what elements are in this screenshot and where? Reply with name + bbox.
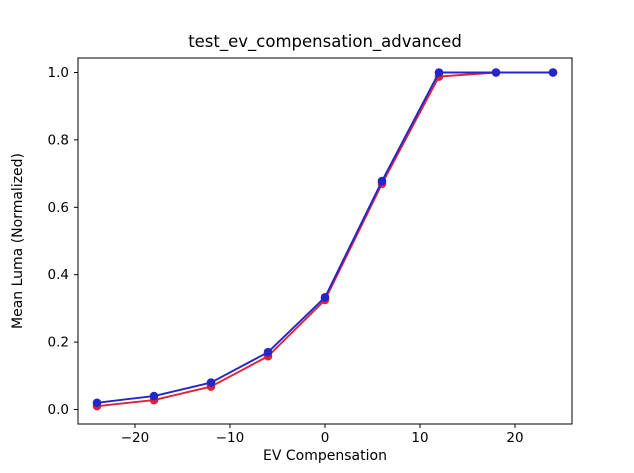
chart-title: test_ev_compensation_advanced bbox=[188, 32, 462, 52]
x-tick-label: −20 bbox=[121, 430, 150, 446]
series-line-measured-red bbox=[96, 71, 554, 408]
x-tick-label: −10 bbox=[216, 430, 245, 446]
y-axis-label: Mean Luma (Normalized) bbox=[10, 153, 26, 329]
y-tick-label: 1.0 bbox=[48, 65, 69, 81]
series-marker-expected-blue bbox=[92, 398, 102, 408]
series-marker-expected-blue bbox=[434, 68, 444, 77]
y-tick-label: 0.6 bbox=[48, 200, 69, 216]
series-marker-expected-blue bbox=[149, 391, 159, 401]
y-tick-label: 0.4 bbox=[48, 267, 69, 283]
series-marker-expected-blue bbox=[548, 68, 558, 77]
y-tick-label: 0.2 bbox=[48, 335, 69, 351]
x-tick-label: 0 bbox=[321, 430, 330, 446]
series-line-expected-blue bbox=[96, 71, 554, 404]
series-marker-expected-blue bbox=[320, 292, 330, 302]
axes-spines bbox=[77, 57, 573, 425]
x-tick-label: 10 bbox=[411, 430, 428, 446]
series-marker-expected-blue bbox=[377, 176, 387, 186]
plot-area: −20 −10 0 10 20 0.0 0.2 0.4 0.6 0.8 1.0 bbox=[48, 57, 573, 446]
series-marker-expected-blue bbox=[206, 378, 216, 387]
y-tick-label: 0.8 bbox=[48, 132, 69, 148]
y-tick-label: 0.0 bbox=[48, 402, 69, 418]
x-tick-label: 20 bbox=[506, 430, 523, 446]
x-axis-label: EV Compensation bbox=[263, 448, 387, 464]
series-marker-expected-blue bbox=[263, 347, 273, 357]
series-marker-expected-blue bbox=[491, 68, 501, 77]
